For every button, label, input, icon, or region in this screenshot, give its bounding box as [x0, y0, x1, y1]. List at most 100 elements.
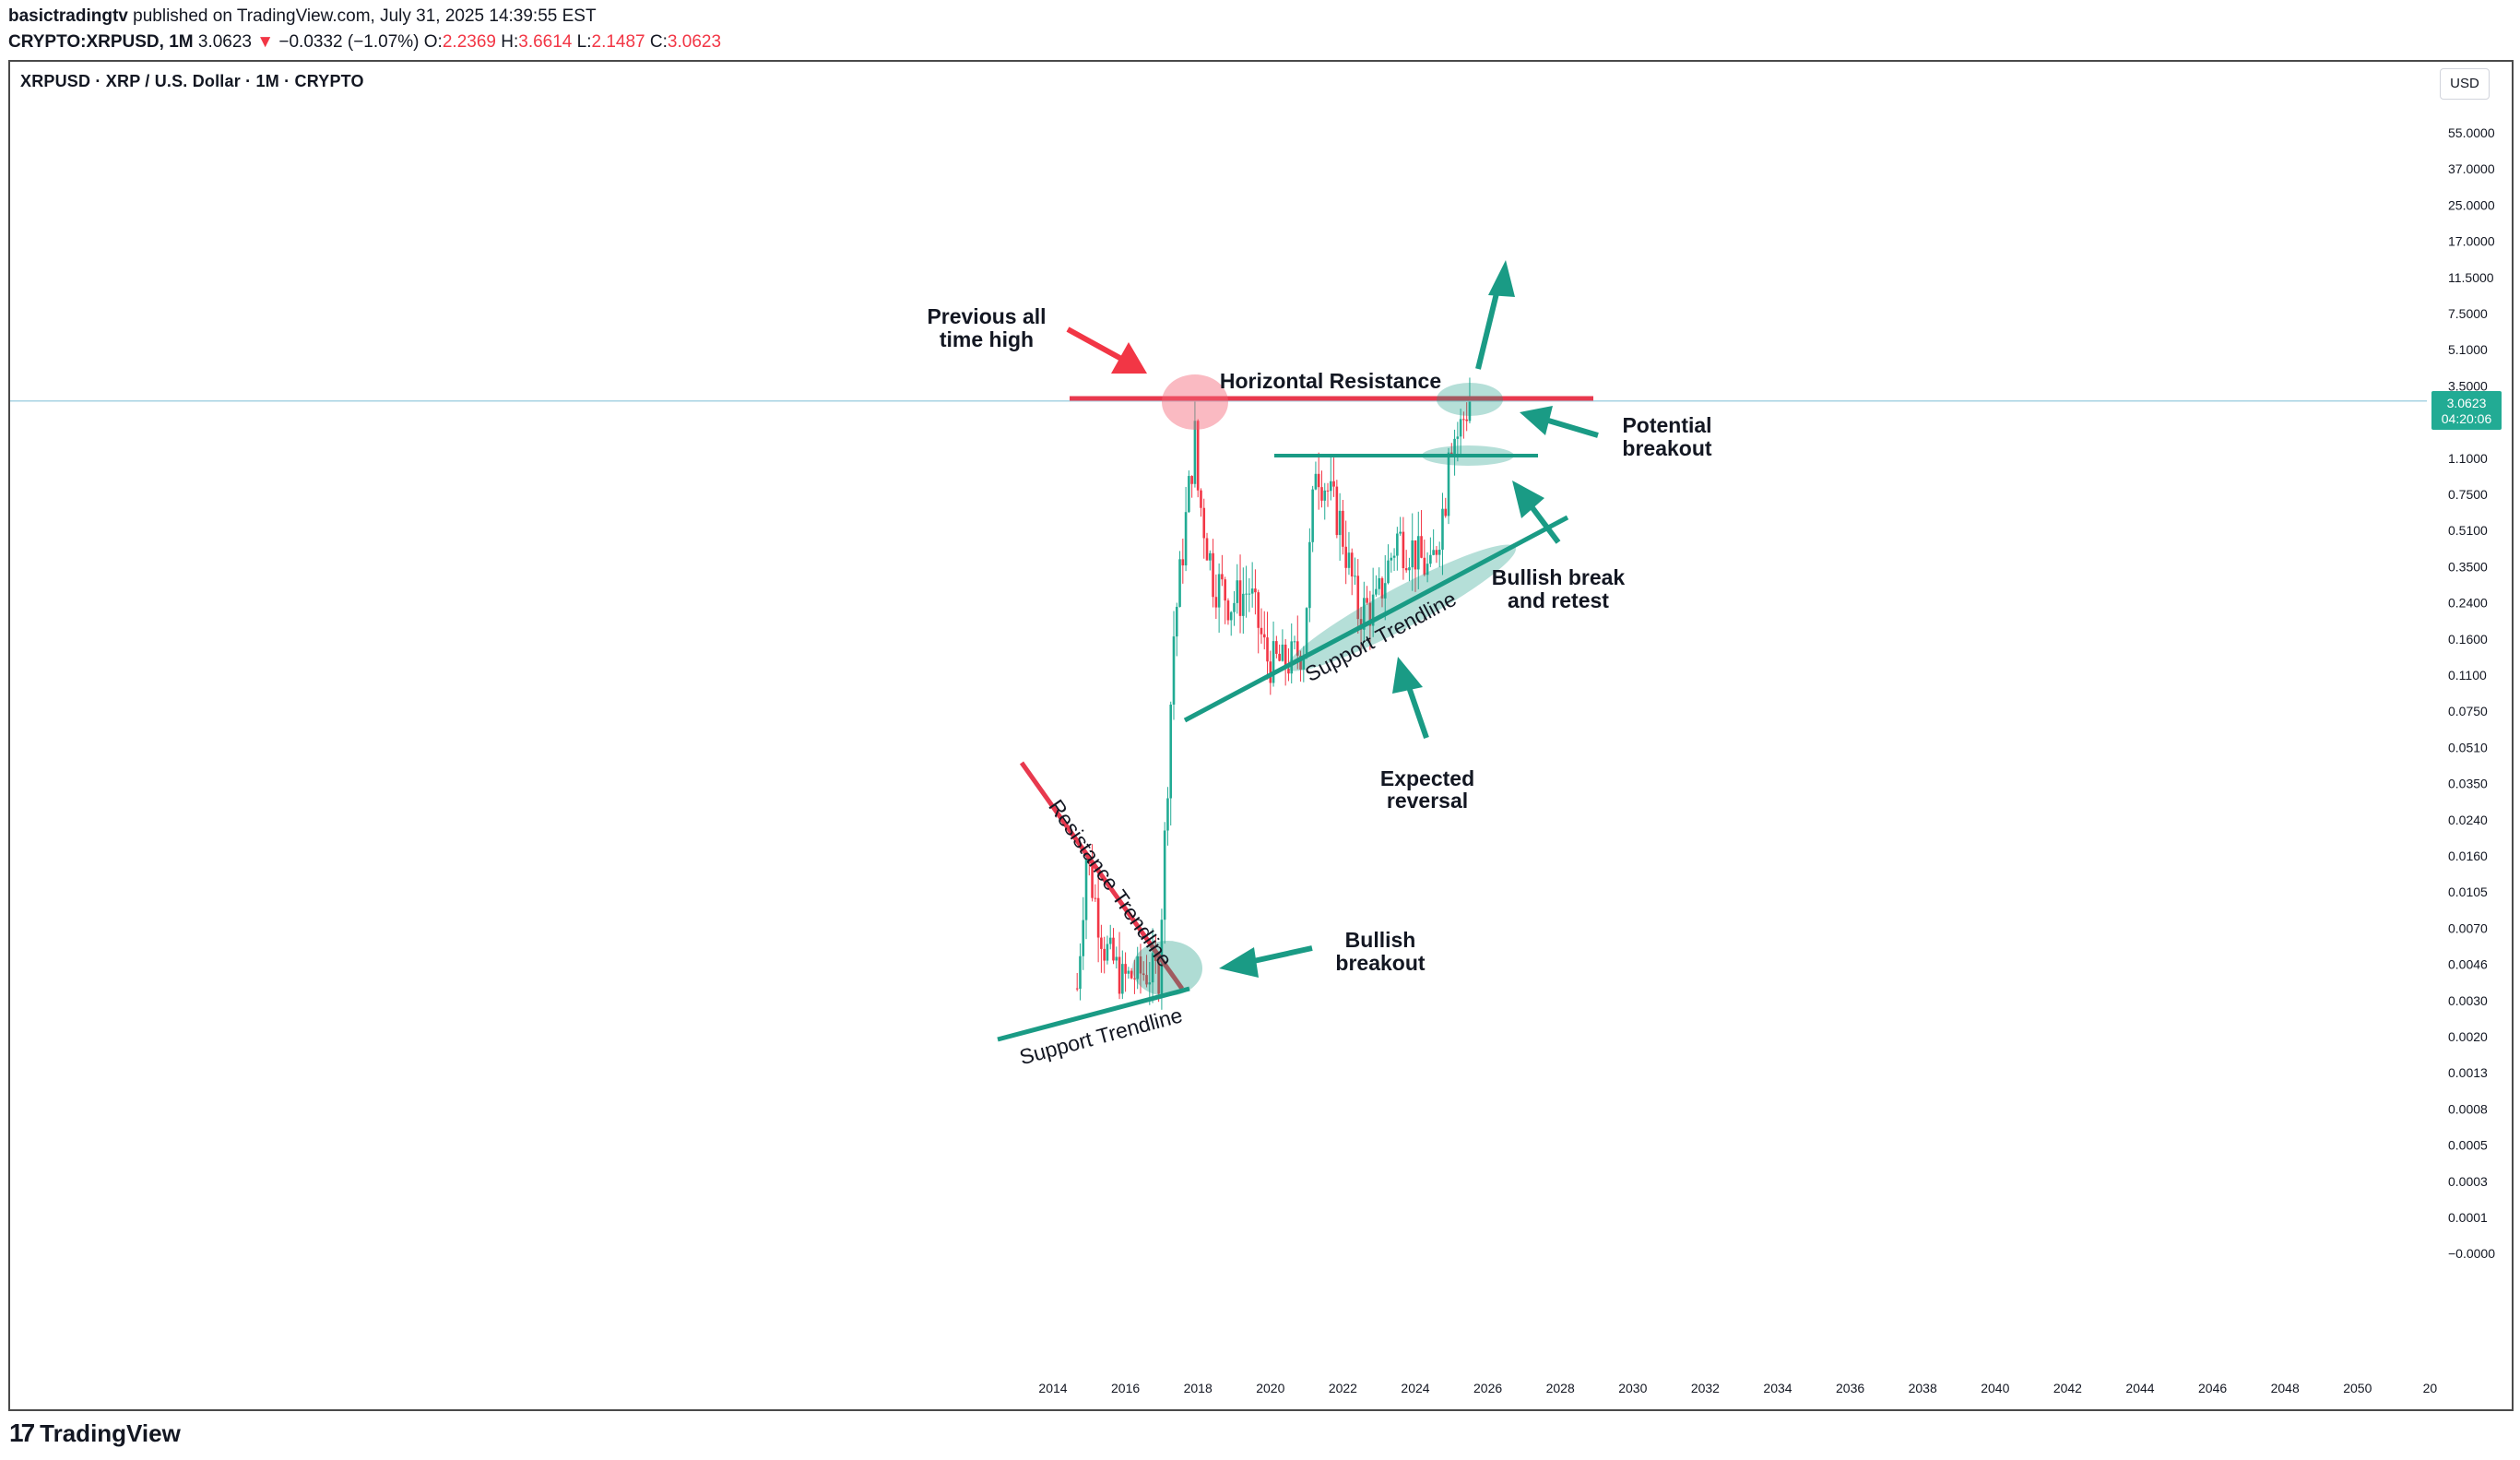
price-axis-label: 0.1100: [2448, 668, 2487, 683]
candle-body: [1229, 611, 1233, 621]
candle-body: [1281, 644, 1284, 661]
candle-body: [1366, 598, 1368, 603]
price-axis-label: 0.0240: [2448, 813, 2488, 827]
candle-body: [1242, 593, 1245, 616]
candle-body: [1091, 863, 1094, 898]
time-axis-label: 2024: [1401, 1381, 1429, 1395]
label-potential-2: breakout: [1622, 436, 1711, 460]
label-bullish-break-2: and retest: [1508, 588, 1609, 612]
candle-body: [1188, 476, 1190, 513]
candle-body: [1402, 531, 1405, 569]
candle-body: [1275, 641, 1278, 654]
candle-body: [1387, 560, 1390, 584]
breakout-circle-lower: [1132, 941, 1202, 996]
candle-body: [1217, 574, 1221, 608]
candle-body: [1347, 552, 1351, 568]
candle-body: [1096, 897, 1100, 938]
price-axis-label: 0.0105: [2448, 884, 2488, 899]
candle-body: [1338, 510, 1342, 536]
price-axis-label: 0.5100: [2448, 523, 2488, 538]
candle-body: [1368, 602, 1372, 626]
retest-zone-ellipse: [1286, 544, 1517, 671]
candle-body: [1212, 552, 1214, 598]
candle-body: [1260, 627, 1263, 635]
candle-body: [1184, 512, 1188, 566]
candle-body: [1106, 944, 1109, 961]
price-axis-label: 0.0350: [2448, 777, 2488, 791]
candle-body: [1399, 531, 1402, 534]
candle-body: [1408, 567, 1411, 571]
currency-button[interactable]: USD: [2440, 68, 2490, 100]
candle-body: [1330, 481, 1332, 492]
high-value: 3.6614: [518, 32, 573, 52]
arrow-bullish-retest-icon: [1512, 481, 1561, 544]
ath-circle: [1162, 374, 1228, 430]
candle-body: [1200, 490, 1202, 508]
candle-body: [1175, 606, 1178, 637]
candle-body: [1299, 655, 1302, 670]
candle-body: [1378, 577, 1380, 589]
tradingview-brand[interactable]: 17 TradingView: [9, 1418, 181, 1448]
candle-body: [1139, 956, 1142, 974]
candle-body: [1392, 555, 1396, 558]
candle-body: [1311, 489, 1314, 542]
candle-body: [1236, 580, 1239, 603]
price-axis-label: 0.3500: [2448, 559, 2488, 574]
candle-body: [1284, 644, 1287, 670]
candle-body: [1154, 953, 1157, 961]
time-axis-label: 2044: [2125, 1381, 2154, 1395]
candle-body: [1453, 438, 1456, 455]
close-value: 3.0623: [667, 32, 722, 52]
candle-body: [1084, 859, 1088, 920]
candle-body: [1323, 490, 1327, 501]
candle-body: [1314, 473, 1318, 490]
arrow-up-target-icon: [1475, 260, 1515, 370]
candle-body: [1075, 988, 1079, 990]
candle-body: [1278, 653, 1281, 661]
label-bullish-breakout-1: Bullish: [1345, 928, 1416, 952]
candle-body: [1375, 588, 1378, 595]
chart-panel[interactable]: [8, 60, 2514, 1411]
support-trendline-lower: [997, 986, 1190, 1042]
time-axis-label: 2026: [1473, 1381, 1502, 1395]
candle-body: [1266, 637, 1269, 662]
candle-body: [1148, 982, 1152, 985]
candle-body: [1172, 636, 1176, 705]
price-axis-label: 25.0000: [2448, 197, 2495, 212]
price-axis-label: 55.0000: [2448, 125, 2495, 140]
candle-body: [1432, 550, 1435, 555]
candle-body: [1342, 510, 1344, 547]
price-axis-label: 0.0020: [2448, 1029, 2488, 1044]
time-axis-label: 2050: [2343, 1381, 2372, 1395]
candle-body: [1350, 552, 1354, 577]
candle-body: [1190, 476, 1193, 484]
price-axis: 55.0000 37.0000 25.0000 17.0000 11.5000 7.500…: [2448, 125, 2495, 1261]
label-potential-1: Potential: [1622, 413, 1711, 437]
price-axis-label: 0.0070: [2448, 920, 2488, 935]
label-bullish-breakout-2: breakout: [1335, 951, 1425, 975]
price-tag-value: 3.0623: [2447, 396, 2487, 410]
candle-body: [1142, 973, 1145, 976]
candles-layer: [1075, 377, 1472, 1010]
candle-body: [1130, 970, 1133, 979]
time-axis: 2014 2016 2018 2020 2022 2024 2026 2028 2030 2032…: [1038, 1381, 2437, 1395]
candle-body: [1166, 798, 1169, 831]
time-axis-label: 2020: [1256, 1381, 1284, 1395]
candle-body: [1468, 400, 1472, 421]
candle-body: [1435, 550, 1438, 555]
publisher-name[interactable]: basictradingtv: [8, 6, 128, 26]
price-axis-label: 37.0000: [2448, 161, 2495, 176]
candle-body: [1414, 540, 1417, 570]
candle-body: [1250, 588, 1254, 594]
candle-body: [1209, 552, 1212, 561]
candle-body: [1380, 577, 1384, 599]
candle-body: [1426, 564, 1429, 576]
price-axis-label: 0.0510: [2448, 740, 2488, 754]
time-axis-label: 2032: [1691, 1381, 1720, 1395]
candle-body: [1181, 559, 1185, 566]
price-axis-label: 0.0160: [2448, 849, 2488, 863]
support-trendline-upper: [1183, 515, 1569, 723]
candle-body: [1214, 597, 1218, 608]
price-axis-label: 11.5000: [2448, 270, 2494, 285]
